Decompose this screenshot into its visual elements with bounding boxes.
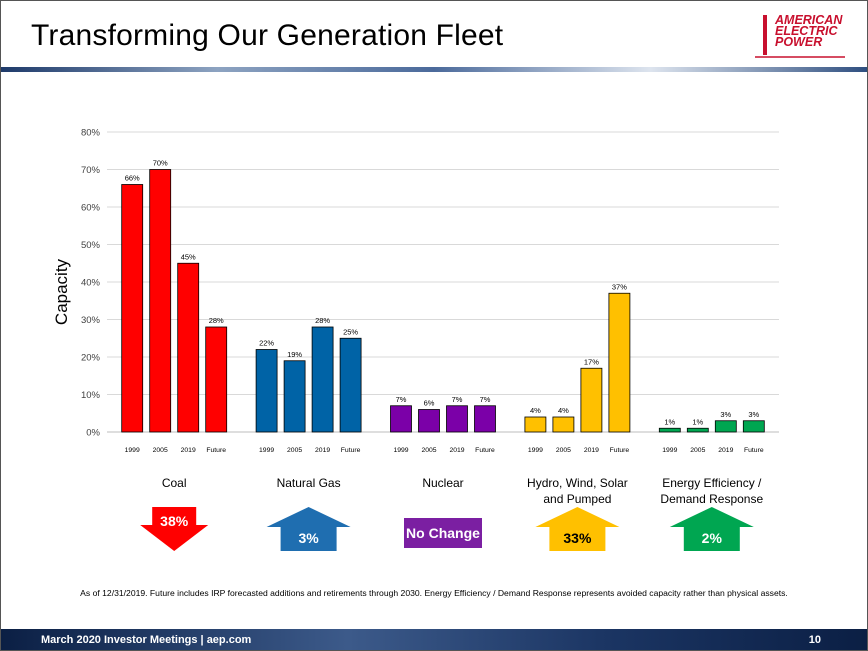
bar xyxy=(390,405,412,433)
bar xyxy=(446,405,468,433)
bar-value-label: 7% xyxy=(480,395,491,404)
bar xyxy=(121,184,144,433)
up-arrow-icon xyxy=(535,507,620,551)
logo-line-1: AMERICAN xyxy=(775,13,843,27)
up-arrow-icon xyxy=(266,507,351,551)
bar-value-label: 4% xyxy=(558,406,569,415)
y-tick-label: 50% xyxy=(81,240,101,251)
category-label: Nuclear xyxy=(422,476,463,490)
year-label: 2005 xyxy=(556,447,571,454)
year-label: 2019 xyxy=(718,447,733,454)
year-label: 2019 xyxy=(584,447,599,454)
y-tick-label: 80% xyxy=(81,128,101,139)
year-label: 2019 xyxy=(315,447,330,454)
category-label: and Pumped xyxy=(543,492,611,506)
year-label: 1999 xyxy=(259,447,274,454)
bar xyxy=(149,169,172,433)
y-tick-label: 10% xyxy=(81,390,101,401)
bar xyxy=(742,420,765,433)
bar xyxy=(658,427,681,433)
year-label: 2019 xyxy=(449,447,464,454)
y-tick-label: 60% xyxy=(81,203,101,214)
year-label: 2005 xyxy=(421,447,436,454)
bar xyxy=(205,326,228,433)
up-arrow-icon xyxy=(669,507,754,551)
footer-text: March 2020 Investor Meetings | aep.com xyxy=(41,634,252,646)
bar-value-label: 25% xyxy=(343,327,358,336)
year-label: 1999 xyxy=(528,447,543,454)
bar-value-label: 1% xyxy=(692,417,703,426)
bar-value-label: 37% xyxy=(612,282,627,291)
bar-value-label: 28% xyxy=(209,316,224,325)
logo-line-2: ELECTRIC xyxy=(775,24,838,38)
bar-value-label: 70% xyxy=(153,159,168,168)
year-label: Future xyxy=(341,447,361,454)
year-label: Future xyxy=(744,447,764,454)
year-label: Future xyxy=(206,447,226,454)
bar xyxy=(552,416,575,433)
year-label: 2019 xyxy=(181,447,196,454)
bar xyxy=(255,349,278,433)
change-label: 3% xyxy=(298,530,319,546)
aep-logo: AMERICAN ELECTRIC POWER xyxy=(745,7,853,63)
logo-line-3: POWER xyxy=(775,35,823,49)
y-tick-label: 20% xyxy=(81,353,101,364)
year-label: 2005 xyxy=(287,447,302,454)
bar xyxy=(418,409,440,433)
change-label: 38% xyxy=(160,513,189,529)
year-label: 1999 xyxy=(125,447,140,454)
bar xyxy=(177,262,200,433)
bar xyxy=(580,367,603,433)
category-label: Hydro, Wind, Solar xyxy=(527,476,628,490)
bar xyxy=(524,416,547,433)
category-label: Coal xyxy=(162,476,187,490)
bar xyxy=(608,292,631,433)
bar xyxy=(311,326,334,433)
bar-value-label: 4% xyxy=(530,406,541,415)
footer-bar: March 2020 Investor Meetings | aep.com 1… xyxy=(1,629,867,650)
y-tick-label: 40% xyxy=(81,278,101,289)
bar xyxy=(283,360,306,433)
change-label: 2% xyxy=(702,530,723,546)
year-label: 1999 xyxy=(662,447,677,454)
category-label: Demand Response xyxy=(660,492,763,506)
bar-value-label: 28% xyxy=(315,316,330,325)
year-label: Future xyxy=(610,447,630,454)
footnote: As of 12/31/2019. Future includes IRP fo… xyxy=(80,588,788,598)
bar-value-label: 7% xyxy=(396,395,407,404)
capacity-chart: 0% 10% 20% 30% 40% 50% 60% 70% 80% Capacity 66% 199… xyxy=(52,128,779,551)
bar-value-label: 17% xyxy=(584,357,599,366)
y-axis-label: Capacity xyxy=(52,258,71,325)
bar-value-label: 7% xyxy=(452,395,463,404)
bar xyxy=(686,427,709,433)
category-label: Natural Gas xyxy=(277,476,341,490)
year-label: 1999 xyxy=(393,447,408,454)
bar xyxy=(714,420,737,433)
category-label: Energy Efficiency / xyxy=(662,476,762,490)
y-tick-label: 70% xyxy=(81,165,101,176)
bar xyxy=(474,405,496,433)
year-label: 2005 xyxy=(153,447,168,454)
slide-title: Transforming Our Generation Fleet xyxy=(31,19,504,52)
bar-value-label: 1% xyxy=(664,417,675,426)
year-label: Future xyxy=(475,447,495,454)
y-tick-label: 0% xyxy=(86,428,100,439)
bar-value-label: 66% xyxy=(125,174,140,183)
y-tick-label: 30% xyxy=(81,315,101,326)
no-change-box xyxy=(404,518,482,548)
down-arrow-icon xyxy=(140,507,209,551)
bar xyxy=(339,337,362,433)
bar-value-label: 19% xyxy=(287,350,302,359)
change-label: 33% xyxy=(563,530,592,546)
bar-value-label: 3% xyxy=(748,410,759,419)
change-label: No Change xyxy=(406,525,480,541)
bar-value-label: 6% xyxy=(424,399,435,408)
bar-value-label: 45% xyxy=(181,252,196,261)
bar-value-label: 3% xyxy=(720,410,731,419)
bar-value-label: 22% xyxy=(259,339,274,348)
page-number: 10 xyxy=(808,634,821,646)
header-divider xyxy=(1,67,867,72)
year-label: 2005 xyxy=(690,447,705,454)
